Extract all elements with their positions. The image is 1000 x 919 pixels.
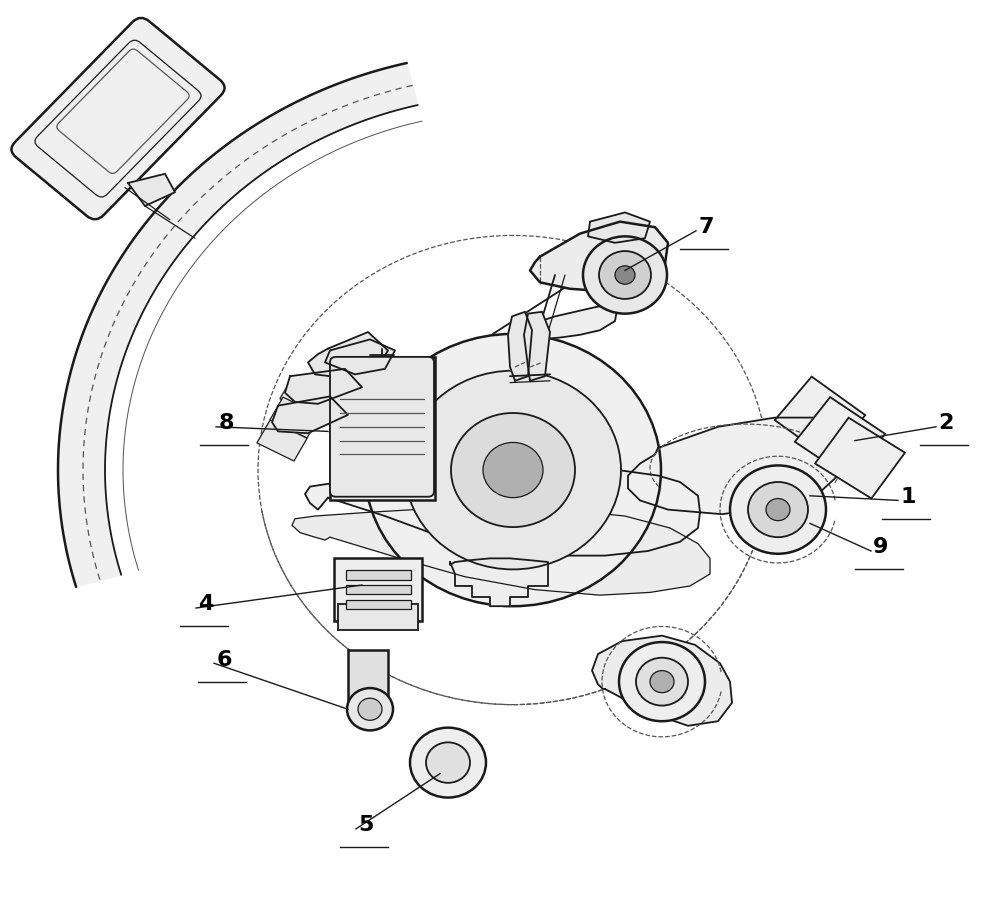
Bar [270, 398, 320, 438]
Circle shape [410, 728, 486, 798]
Polygon shape [292, 507, 710, 596]
Text: 6: 6 [216, 649, 232, 669]
Text: 8: 8 [218, 413, 234, 433]
Bar [257, 421, 307, 461]
Circle shape [483, 443, 543, 498]
Text: 9: 9 [873, 537, 889, 557]
Text: 1: 1 [900, 486, 916, 506]
Polygon shape [628, 418, 842, 515]
Text: 5: 5 [358, 814, 374, 834]
Circle shape [636, 658, 688, 706]
Text: 7: 7 [698, 217, 714, 237]
Circle shape [358, 698, 382, 720]
Circle shape [730, 466, 826, 554]
Circle shape [599, 252, 651, 300]
Polygon shape [58, 64, 418, 587]
Polygon shape [524, 312, 550, 381]
Polygon shape [308, 333, 388, 379]
Polygon shape [285, 369, 362, 404]
Bar [346, 571, 411, 580]
Circle shape [766, 499, 790, 521]
Text: 4: 4 [198, 594, 214, 614]
Circle shape [650, 671, 674, 693]
Circle shape [426, 743, 470, 783]
Polygon shape [128, 175, 175, 207]
Polygon shape [508, 312, 532, 381]
Text: 2: 2 [938, 413, 954, 433]
Bar [815, 418, 905, 499]
Circle shape [619, 642, 705, 721]
Polygon shape [450, 559, 548, 607]
Polygon shape [530, 222, 668, 292]
Polygon shape [592, 636, 732, 726]
Bar [346, 585, 411, 595]
Bar [334, 559, 422, 621]
Circle shape [748, 482, 808, 538]
Bar [348, 651, 388, 713]
Circle shape [615, 267, 635, 285]
Bar [795, 398, 885, 479]
Circle shape [365, 335, 661, 607]
Polygon shape [272, 397, 348, 434]
FancyBboxPatch shape [11, 18, 225, 221]
Circle shape [347, 688, 393, 731]
Polygon shape [510, 305, 618, 340]
Polygon shape [305, 471, 700, 556]
Polygon shape [588, 213, 650, 244]
Circle shape [583, 237, 667, 314]
Bar [280, 377, 330, 417]
Circle shape [451, 414, 575, 528]
FancyBboxPatch shape [330, 357, 434, 497]
Circle shape [405, 371, 621, 570]
Polygon shape [325, 340, 395, 375]
Bar [338, 605, 418, 630]
Bar [330, 357, 434, 500]
Bar [346, 600, 411, 609]
Bar [775, 377, 865, 460]
